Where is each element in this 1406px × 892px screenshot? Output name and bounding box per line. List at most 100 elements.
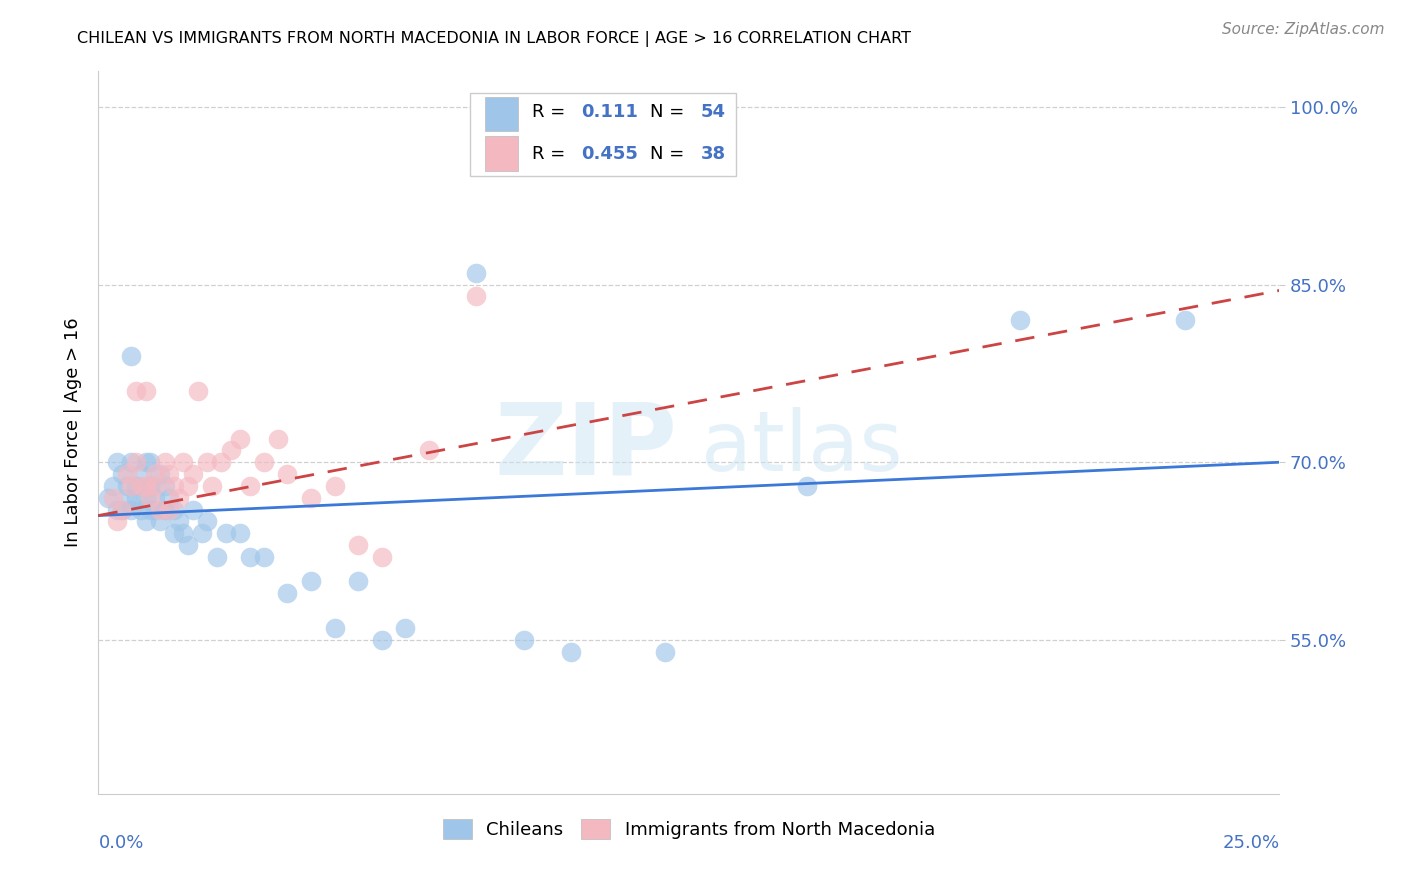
Text: atlas: atlas — [700, 407, 903, 488]
Point — [219, 443, 242, 458]
Text: R =: R = — [531, 145, 571, 162]
Point — [121, 455, 143, 469]
Point — [215, 526, 238, 541]
Text: R =: R = — [531, 103, 571, 121]
Point — [205, 549, 228, 564]
Point — [201, 479, 224, 493]
Point — [105, 455, 128, 469]
Point — [276, 585, 298, 599]
Point — [163, 526, 186, 541]
Legend: Chileans, Immigrants from North Macedonia: Chileans, Immigrants from North Macedoni… — [436, 812, 942, 847]
Point — [177, 479, 200, 493]
Point — [276, 467, 298, 481]
Point — [195, 515, 218, 529]
Point — [149, 467, 172, 481]
Point — [167, 491, 190, 505]
Point — [105, 515, 128, 529]
Point — [115, 491, 138, 505]
Y-axis label: In Labor Force | Age > 16: In Labor Force | Age > 16 — [63, 318, 82, 548]
Point — [121, 349, 143, 363]
Point — [1174, 313, 1197, 327]
Text: CHILEAN VS IMMIGRANTS FROM NORTH MACEDONIA IN LABOR FORCE | AGE > 16 CORRELATION: CHILEAN VS IMMIGRANTS FROM NORTH MACEDON… — [77, 31, 911, 47]
Bar — [485, 96, 517, 131]
Point — [135, 479, 157, 493]
Point — [195, 455, 218, 469]
Text: 0.455: 0.455 — [582, 145, 638, 162]
Point — [129, 502, 152, 516]
Point — [323, 621, 346, 635]
Point — [239, 479, 262, 493]
Point — [149, 515, 172, 529]
Point — [143, 467, 166, 481]
Point — [143, 491, 166, 505]
Point — [105, 502, 128, 516]
Point — [139, 455, 162, 469]
Point — [125, 491, 148, 505]
Point — [139, 502, 162, 516]
Point — [371, 549, 394, 564]
Point — [157, 502, 180, 516]
Point — [111, 467, 134, 481]
Point — [253, 455, 276, 469]
Text: N =: N = — [650, 103, 690, 121]
Text: ZIP: ZIP — [495, 399, 678, 496]
Point — [299, 574, 322, 588]
Point — [139, 479, 162, 493]
Point — [125, 479, 148, 493]
Bar — [471, 93, 737, 176]
Point — [167, 515, 190, 529]
Bar — [485, 136, 517, 171]
Point — [139, 491, 162, 505]
Point — [153, 479, 176, 493]
Point — [157, 467, 180, 481]
Point — [239, 549, 262, 564]
Point — [121, 502, 143, 516]
Point — [172, 455, 194, 469]
Point — [101, 479, 124, 493]
Text: 54: 54 — [700, 103, 725, 121]
Point — [163, 502, 186, 516]
Point — [347, 538, 370, 552]
Point — [560, 645, 582, 659]
Point — [347, 574, 370, 588]
Point — [299, 491, 322, 505]
Point — [97, 491, 120, 505]
Point — [149, 502, 172, 516]
Point — [371, 632, 394, 647]
Point — [101, 491, 124, 505]
Point — [187, 384, 209, 399]
Point — [163, 479, 186, 493]
Point — [135, 455, 157, 469]
Point — [115, 467, 138, 481]
Point — [229, 526, 252, 541]
Point — [323, 479, 346, 493]
Point — [125, 455, 148, 469]
Point — [135, 515, 157, 529]
Point — [153, 502, 176, 516]
Point — [125, 384, 148, 399]
Point — [153, 455, 176, 469]
Point — [191, 526, 214, 541]
Point — [135, 491, 157, 505]
Point — [181, 467, 204, 481]
Text: 0.0%: 0.0% — [98, 834, 143, 852]
Point — [135, 384, 157, 399]
Point — [512, 632, 534, 647]
Point — [209, 455, 232, 469]
Point — [121, 479, 143, 493]
Point — [465, 266, 488, 280]
Point — [181, 502, 204, 516]
Point — [1008, 313, 1031, 327]
Point — [177, 538, 200, 552]
Text: Source: ZipAtlas.com: Source: ZipAtlas.com — [1222, 22, 1385, 37]
Point — [229, 432, 252, 446]
Point — [111, 502, 134, 516]
Point — [129, 467, 152, 481]
Point — [267, 432, 290, 446]
Text: N =: N = — [650, 145, 690, 162]
Point — [654, 645, 676, 659]
Text: 25.0%: 25.0% — [1222, 834, 1279, 852]
Text: 38: 38 — [700, 145, 725, 162]
Point — [418, 443, 440, 458]
Point — [253, 549, 276, 564]
